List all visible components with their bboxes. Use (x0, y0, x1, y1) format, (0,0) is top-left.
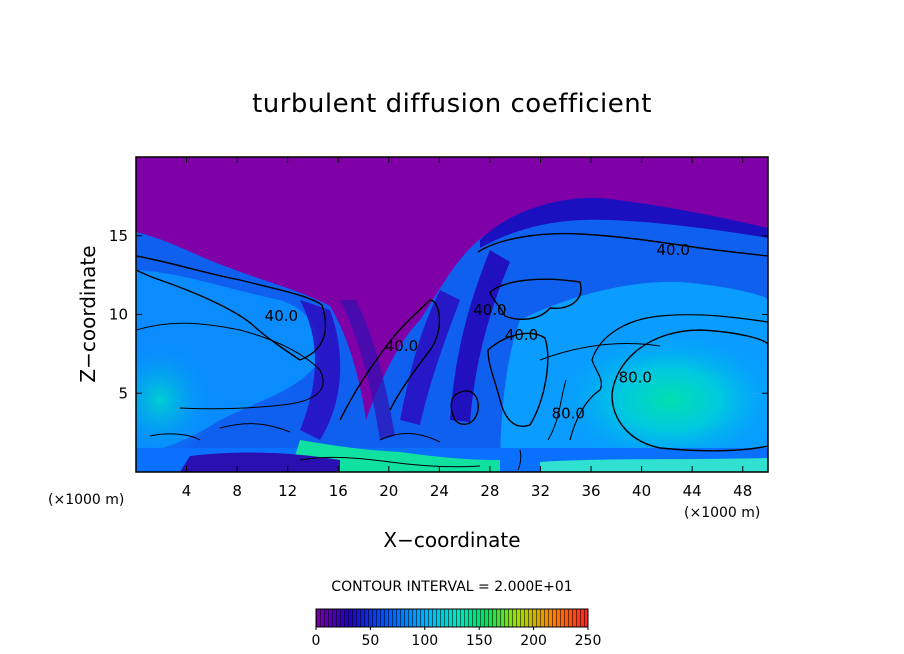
colorbar-tick-label: 200 (520, 633, 547, 649)
contour-line (477, 232, 768, 257)
contour-line (299, 449, 522, 471)
x-tick-label: 12 (278, 482, 297, 500)
contour-line (136, 255, 327, 361)
y-axis-title: Z−coordinate (76, 245, 100, 382)
contour-interval-text: CONTOUR INTERVAL = 2.000E+01 (331, 579, 572, 595)
contour-line (339, 299, 441, 421)
field-region-cap (480, 197, 768, 248)
field-bottom-light (540, 458, 768, 472)
x-axis-unit-right: (×1000 m) (684, 505, 760, 521)
field-streak (450, 250, 510, 422)
contour-labels: 40.0 40.0 40.0 40.0 40.0 80.0 80.0 (265, 241, 690, 423)
colorbar-ticks: 0 50 100 150 200 250 (312, 627, 602, 649)
x-tick-label: 40 (632, 482, 651, 500)
x-tick-label: 16 (329, 482, 348, 500)
contour-line (539, 343, 661, 441)
contour-label: 40.0 (505, 326, 538, 344)
contour-line (487, 332, 549, 427)
x-axis-title: X−coordinate (383, 528, 520, 552)
x-tick-label: 20 (379, 482, 398, 500)
field-streak (340, 300, 395, 440)
contour-line (450, 390, 479, 426)
field-bottom-dark (180, 452, 340, 472)
contour-label: 40.0 (265, 307, 298, 325)
contour-line (489, 278, 582, 320)
y-tick-label: 5 (118, 384, 128, 402)
contour-line (136, 322, 324, 410)
contour-line (569, 314, 768, 441)
x-tick-label: 36 (581, 482, 600, 500)
x-tick-label: 4 (182, 482, 192, 500)
contour-label: 40.0 (385, 337, 418, 355)
heatmap-field (136, 157, 768, 472)
colorbar: 0 50 100 150 200 250 (312, 608, 602, 649)
colorbar-tick-label: 50 (361, 633, 379, 649)
y-tick-label: 15 (109, 227, 128, 245)
colorbar-tick-label: 150 (466, 633, 493, 649)
colorbar-tick-label: 100 (411, 633, 438, 649)
colorbar-tick-label: 0 (312, 633, 321, 649)
contour-label: 40.0 (473, 301, 506, 319)
x-tick-label: 28 (480, 482, 499, 500)
field-bottom-green (290, 440, 500, 472)
x-tick-label: 24 (430, 482, 449, 500)
contour-label: 80.0 (552, 405, 585, 423)
field-high-right (555, 330, 768, 470)
x-tick-label: 8 (232, 482, 242, 500)
contour-line (611, 329, 768, 452)
colorbar-lines (316, 609, 588, 627)
contour-line (149, 423, 441, 443)
x-axis-unit-left: (×1000 m) (48, 492, 124, 508)
y-tick-label: 10 (109, 306, 128, 324)
x-tick-label: 44 (683, 482, 702, 500)
y-axis: 5 10 15 (109, 227, 768, 402)
colorbar-tick-label: 250 (575, 633, 602, 649)
chart-title: turbulent diffusion coefficient (252, 89, 652, 119)
x-axis: 4 8 12 16 20 24 28 32 36 40 44 48 (182, 157, 752, 500)
x-tick-label: 32 (531, 482, 550, 500)
contour-label: 80.0 (619, 369, 652, 387)
x-tick-label: 48 (733, 482, 752, 500)
field-high-left (136, 340, 215, 460)
contour-label: 40.0 (656, 241, 689, 259)
colorbar-frame (315, 608, 589, 628)
field-streak (400, 290, 460, 425)
